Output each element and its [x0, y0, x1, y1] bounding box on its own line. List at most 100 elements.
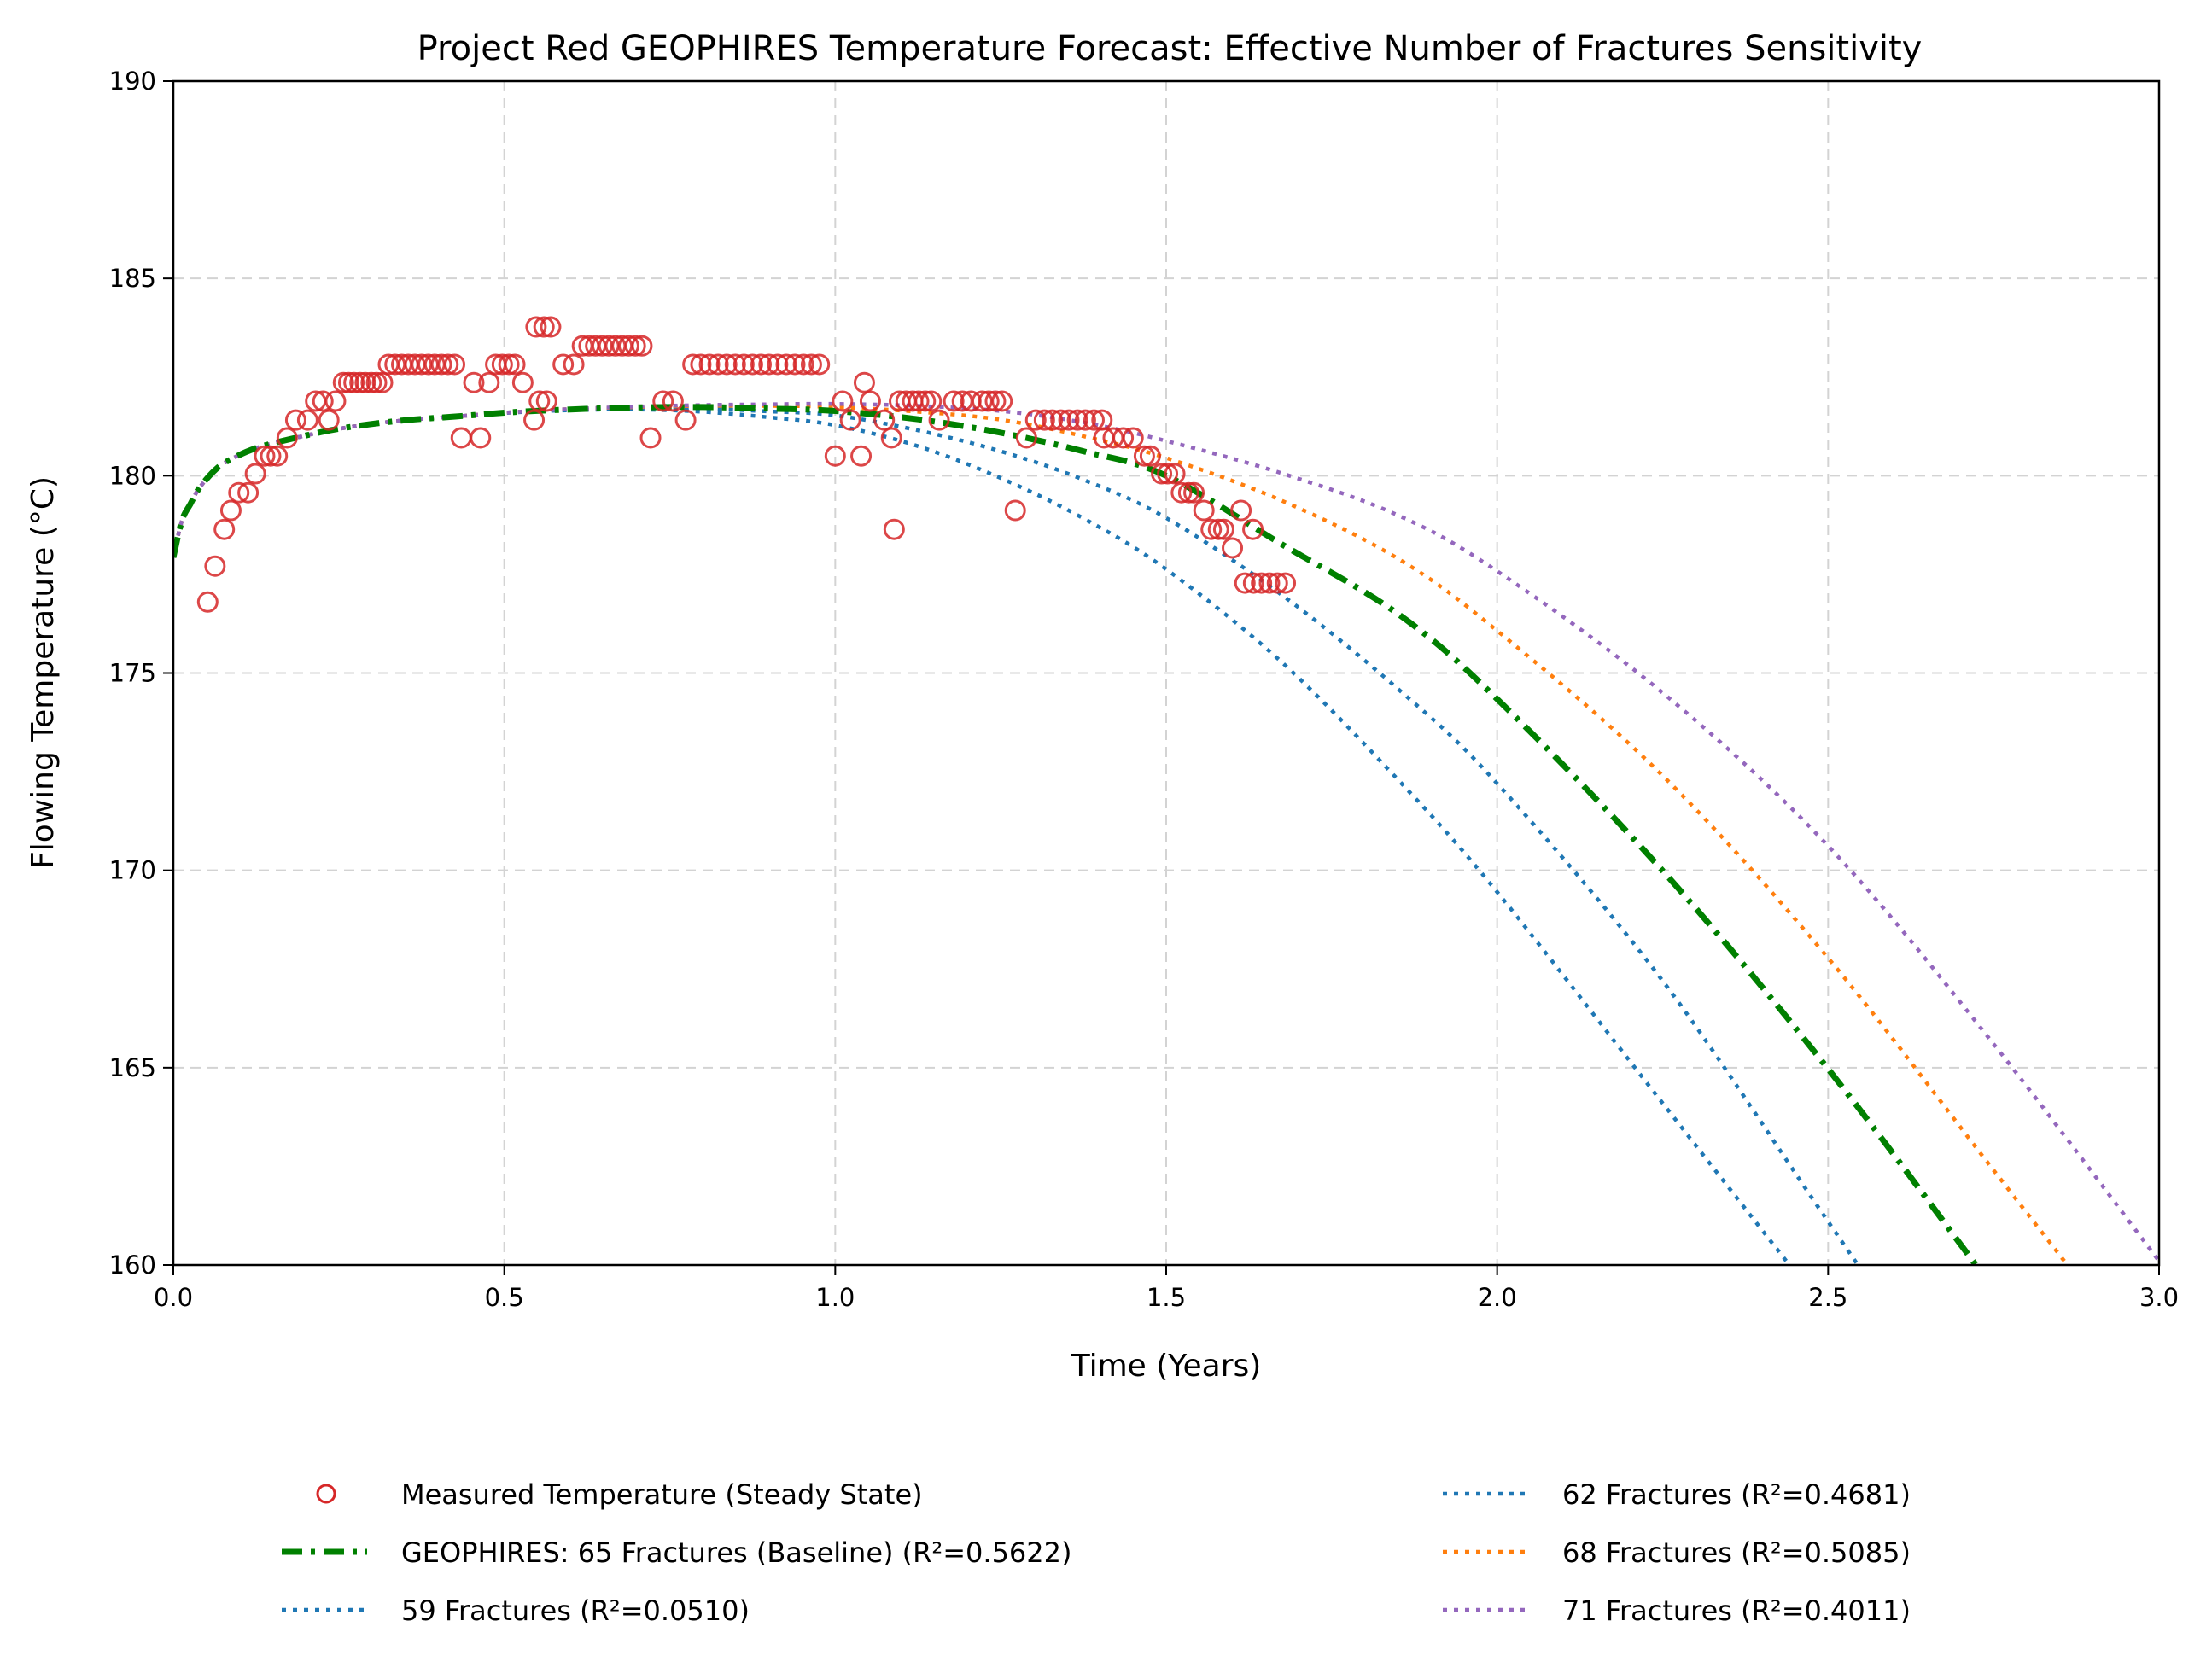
measured-point — [528, 390, 551, 412]
measured-point — [504, 353, 526, 376]
legend-label: Measured Temperature (Steady State) — [401, 1478, 923, 1511]
measured-point — [523, 409, 546, 431]
measured-point — [631, 335, 653, 357]
measured-point — [343, 371, 365, 393]
x-axis: 0.0 0.5 1.0 1.5 2.0 2.5 3.0 — [154, 1265, 2179, 1312]
legend-item: Measured Temperature (Steady State) — [316, 1478, 923, 1511]
measured-point — [1275, 572, 1297, 594]
measured-point — [1074, 409, 1096, 431]
measured-point — [1151, 463, 1173, 485]
measured-point — [254, 445, 276, 467]
x-tick-label: 2.5 — [1808, 1283, 1847, 1312]
measured-point — [478, 371, 500, 393]
measured-point — [228, 481, 250, 504]
measured-point — [1200, 518, 1223, 540]
x-tick-label: 0.5 — [485, 1283, 524, 1312]
measured-point — [491, 353, 513, 376]
measured-point — [750, 353, 772, 376]
measured-point — [437, 353, 459, 376]
measured-point — [196, 591, 219, 613]
measured-point — [839, 409, 861, 431]
measured-point — [690, 353, 712, 376]
measured-point — [1024, 409, 1047, 431]
legend-label: 71 Fractures (R²=0.4011) — [1562, 1594, 1911, 1627]
chart-title: Project Red GEOPHIRES Temperature Foreca… — [417, 29, 1923, 68]
measured-point — [498, 353, 520, 376]
measured-point — [883, 518, 905, 540]
measured-point — [674, 409, 697, 431]
legend-item: 59 Fractures (R²=0.0510) — [282, 1594, 750, 1627]
measured-point — [991, 390, 1013, 412]
measured-point — [1177, 481, 1199, 504]
legend-item: 71 Fractures (R²=0.4011) — [1443, 1594, 1911, 1627]
measured-point — [511, 371, 534, 393]
measured-point — [1042, 409, 1064, 431]
scatter-layer — [196, 316, 1297, 613]
measured-point — [792, 353, 814, 376]
series-layer — [173, 401, 2159, 1265]
y-tick-label: 160 — [109, 1250, 156, 1280]
measured-point — [463, 371, 485, 393]
measured-point — [354, 371, 376, 393]
y-tick-label: 175 — [109, 659, 156, 688]
measured-point — [824, 445, 846, 467]
measured-point — [276, 427, 298, 449]
measured-point — [1015, 427, 1037, 449]
measured-point — [859, 390, 881, 412]
measured-point — [724, 353, 746, 376]
y-tick-label: 185 — [109, 264, 156, 293]
measured-point — [880, 427, 902, 449]
measured-point — [1139, 445, 1161, 467]
measured-point — [624, 335, 646, 357]
legend-label: GEOPHIRES: 65 Fractures (Baseline) (R²=0… — [401, 1536, 1071, 1569]
measured-point — [1266, 572, 1288, 594]
measured-point — [1004, 499, 1026, 522]
y-tick-label: 170 — [109, 856, 156, 885]
measured-point — [1058, 409, 1080, 431]
y-tick-label: 180 — [109, 461, 156, 490]
measured-point — [533, 316, 555, 338]
measured-point — [337, 371, 359, 393]
measured-point — [978, 390, 1000, 412]
measured-point — [1122, 427, 1144, 449]
measured-point — [639, 427, 662, 449]
measured-point — [430, 353, 452, 376]
measured-point — [260, 445, 282, 467]
y-axis: 160 165 170 175 180 185 190 — [109, 67, 173, 1280]
measured-point — [312, 390, 334, 412]
measured-point — [318, 409, 340, 431]
legend-label: 59 Fractures (R²=0.0510) — [401, 1594, 750, 1627]
x-tick-label: 0.0 — [154, 1283, 193, 1312]
measured-point — [332, 371, 354, 393]
measured-point — [1164, 463, 1186, 485]
measured-point — [1212, 518, 1234, 540]
legend-label: 68 Fractures (R²=0.5085) — [1562, 1536, 1911, 1569]
measured-point — [1133, 445, 1155, 467]
measured-point — [1112, 427, 1135, 449]
measured-point — [920, 390, 943, 412]
measured-point — [1033, 409, 1055, 431]
measured-point — [758, 353, 780, 376]
y-tick-label: 165 — [109, 1053, 156, 1082]
measured-point — [984, 390, 1007, 412]
measured-point — [360, 371, 382, 393]
measured-point — [1230, 499, 1252, 522]
measured-point — [1258, 572, 1281, 594]
measured-point — [266, 445, 289, 467]
y-axis-title: Flowing Temperature (°C) — [26, 476, 61, 869]
measured-point — [284, 409, 306, 431]
measured-point — [540, 316, 562, 338]
measured-point — [244, 463, 266, 485]
measured-point — [732, 353, 755, 376]
measured-point — [832, 390, 854, 412]
measured-point — [914, 390, 937, 412]
legend-item: GEOPHIRES: 65 Fractures (Baseline) (R²=0… — [282, 1536, 1071, 1569]
measured-point — [1251, 572, 1273, 594]
measured-point — [943, 390, 965, 412]
x-tick-label: 2.0 — [1478, 1283, 1517, 1312]
measured-point — [908, 390, 930, 412]
measured-point — [444, 353, 466, 376]
